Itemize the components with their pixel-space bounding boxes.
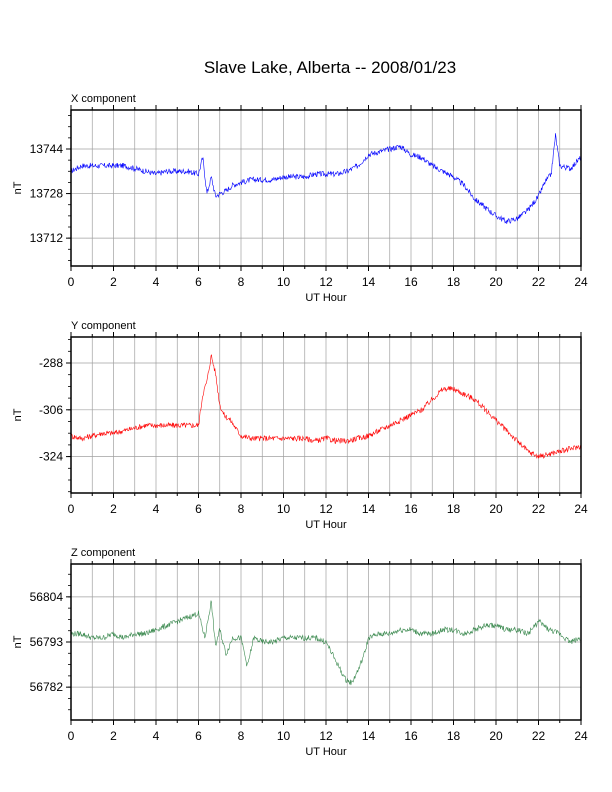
x-tick-label: 12: [319, 275, 333, 289]
x-tick-label: 14: [362, 502, 376, 516]
x-tick-label: 2: [110, 729, 117, 743]
x-tick-label: 18: [447, 275, 461, 289]
x-tick-label: 8: [238, 275, 245, 289]
x-tick-label: 22: [532, 729, 546, 743]
y-axis-label: nT: [12, 181, 24, 194]
plot-frame: [70, 563, 582, 721]
x-tick-label: 14: [362, 275, 376, 289]
x-tick-label: 8: [238, 502, 245, 516]
panel-title: X component: [71, 93, 136, 105]
series-line: [70, 354, 582, 459]
x-tick-label: 20: [489, 502, 503, 516]
series-line: [70, 133, 582, 224]
x-tick-label: 12: [319, 502, 333, 516]
y-tick-label: 13728: [30, 187, 64, 201]
panel-title: Y component: [71, 320, 136, 332]
y-axis-label: nT: [12, 635, 24, 648]
x-tick-label: 4: [153, 275, 160, 289]
x-tick-label: 22: [532, 275, 546, 289]
x-tick-label: 10: [277, 729, 291, 743]
x-tick-label: 8: [238, 729, 245, 743]
x-tick-label: 20: [489, 275, 503, 289]
y-axis-label: nT: [12, 408, 24, 421]
x-tick-label: 24: [574, 275, 588, 289]
x-axis-label: UT Hour: [305, 746, 347, 758]
x-tick-label: 2: [110, 275, 117, 289]
x-tick-label: 2: [110, 502, 117, 516]
x-tick-label: 0: [68, 275, 75, 289]
x-tick-label: 22: [532, 502, 546, 516]
x-tick-label: 0: [68, 729, 75, 743]
x-axis-label: UT Hour: [305, 292, 347, 304]
x-tick-label: 10: [277, 275, 291, 289]
x-tick-label: 16: [404, 275, 418, 289]
x-tick-label: 24: [574, 729, 588, 743]
x-tick-label: 16: [404, 502, 418, 516]
x-tick-label: 6: [195, 502, 202, 516]
x-tick-label: 18: [447, 729, 461, 743]
series-line: [70, 600, 582, 686]
x-tick-label: 20: [489, 729, 503, 743]
plot-frame: [70, 336, 582, 494]
x-tick-label: 10: [277, 502, 291, 516]
x-tick-label: 18: [447, 502, 461, 516]
x-tick-label: 12: [319, 729, 333, 743]
x-axis-label: UT Hour: [305, 519, 347, 531]
y-tick-label: 13744: [30, 142, 64, 156]
plot-frame: [70, 109, 582, 267]
y-tick-label: 13712: [30, 231, 64, 245]
y-tick-label: 56793: [30, 635, 64, 649]
x-tick-label: 16: [404, 729, 418, 743]
y-tick-label: -324: [39, 450, 63, 464]
y-tick-label: -288: [39, 356, 63, 370]
x-tick-label: 14: [362, 729, 376, 743]
y-tick-label: 56782: [30, 680, 64, 694]
x-tick-label: 4: [153, 502, 160, 516]
x-tick-label: 24: [574, 502, 588, 516]
x-tick-label: 6: [195, 729, 202, 743]
y-tick-label: 56804: [30, 590, 64, 604]
x-tick-label: 4: [153, 729, 160, 743]
y-tick-label: -306: [39, 403, 63, 417]
x-tick-label: 6: [195, 275, 202, 289]
x-tick-label: 0: [68, 502, 75, 516]
page-title: Slave Lake, Alberta -- 2008/01/23: [203, 58, 457, 77]
panel-title: Z component: [71, 547, 135, 559]
